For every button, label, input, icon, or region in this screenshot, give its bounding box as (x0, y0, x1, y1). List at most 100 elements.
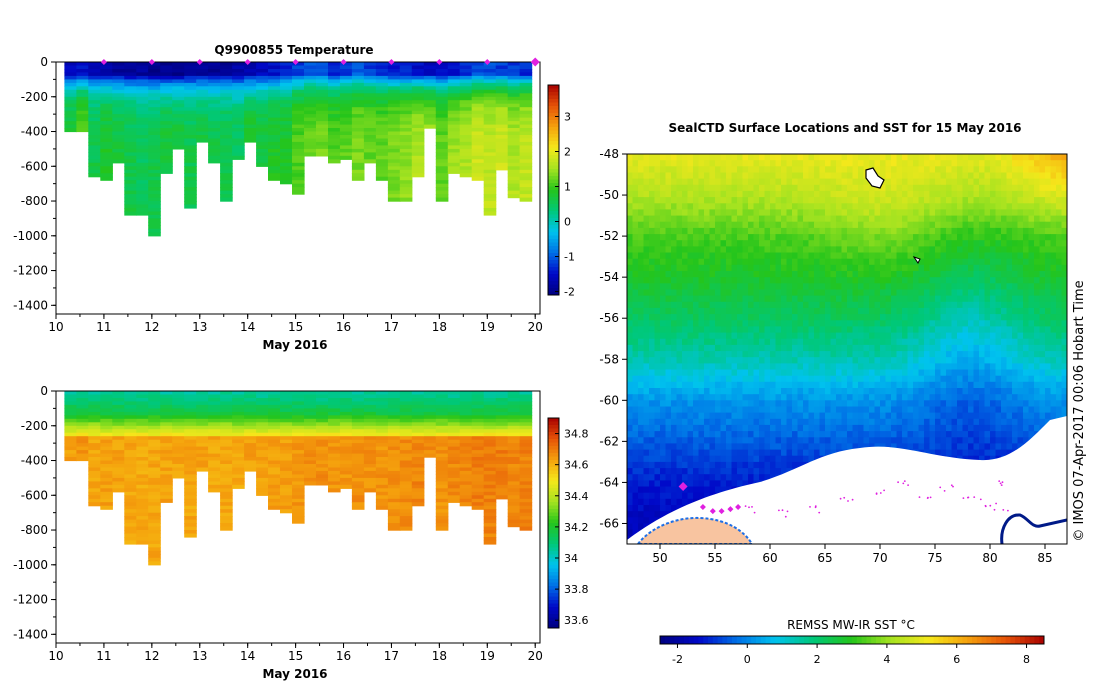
sst-cell (858, 172, 864, 180)
section-cell (411, 408, 425, 413)
sst-cell (979, 166, 985, 173)
section-cell (387, 401, 401, 406)
sst-cell (781, 221, 787, 229)
sst-cell (748, 203, 754, 210)
section-cell (471, 488, 485, 493)
sst-cell (748, 184, 754, 192)
section-cell (256, 103, 269, 108)
sst-cell (1045, 240, 1051, 247)
section-cell (304, 415, 317, 420)
section-cell (220, 103, 233, 108)
sst-cell (775, 166, 782, 173)
section-cell (136, 152, 149, 157)
sst-cell (913, 283, 919, 290)
sst-cell (885, 190, 892, 198)
sst-cell (1001, 301, 1007, 309)
sst-cell (1034, 234, 1040, 241)
section-cell (196, 464, 209, 469)
section-cell (471, 446, 485, 451)
section-cell (208, 467, 221, 472)
sst-cell (1017, 234, 1024, 241)
section-cell (136, 121, 149, 126)
section-cell (244, 93, 257, 98)
sst-cell (1061, 160, 1067, 167)
sst-cell (1023, 307, 1029, 315)
section-cell (363, 432, 377, 437)
section-cell (399, 72, 413, 77)
section-cell (375, 401, 389, 406)
sst-cell (687, 166, 694, 173)
section-cell (471, 502, 485, 507)
sst-cell (792, 289, 798, 297)
section-cell (387, 391, 401, 396)
sst-cell (995, 234, 1002, 241)
section-cell (88, 152, 101, 157)
sst-cell (676, 178, 683, 186)
section-cell (375, 69, 389, 74)
sst-cell (1001, 190, 1007, 198)
sst-cell (935, 197, 941, 204)
section-cell (471, 422, 485, 427)
section-cell (411, 391, 425, 396)
section-cell (435, 450, 449, 455)
section-cell (292, 82, 305, 87)
sst-cell (797, 252, 804, 260)
section-cell (100, 152, 113, 157)
section-cell (435, 190, 449, 195)
sst-cell (726, 258, 732, 266)
x-tick-label: 15 (288, 649, 303, 663)
section-cell (280, 401, 293, 406)
section-cell (399, 79, 413, 84)
section-cell (76, 124, 89, 129)
sst-cell (946, 301, 952, 309)
sst-cell (863, 295, 870, 303)
sst-cell (638, 277, 644, 284)
section-cell (268, 491, 281, 496)
section-cell (387, 155, 401, 160)
section-cell (471, 89, 485, 94)
sst-cell (649, 277, 655, 284)
section-cell (112, 96, 125, 101)
sst-cell (649, 184, 655, 192)
sst-cell (935, 166, 941, 173)
section-cell (256, 79, 269, 84)
sst-cell (874, 307, 881, 315)
sst-cell (627, 154, 633, 161)
section-cell (435, 79, 449, 84)
section-cell (256, 107, 269, 112)
sst-cell (770, 190, 776, 198)
section-cell (339, 75, 353, 80)
sst-cell (627, 209, 633, 217)
sst-cell (1028, 190, 1035, 198)
sst-cell (940, 264, 947, 272)
section-cell (316, 69, 329, 74)
sst-cell (770, 154, 776, 161)
section-cell (339, 415, 353, 420)
section-cell (495, 394, 509, 399)
section-cell (387, 422, 401, 427)
sst-cell (830, 221, 837, 229)
sst-cell (748, 154, 754, 161)
section-cell (100, 404, 113, 409)
sst-cell (781, 172, 787, 180)
section-cell (483, 450, 497, 455)
section-cell (184, 82, 197, 87)
section-cell (124, 401, 137, 406)
sst-cell (632, 289, 639, 297)
section-cell (208, 62, 221, 67)
sst-cell (632, 160, 639, 167)
section-cell (112, 138, 125, 143)
section-cell (387, 425, 401, 430)
section-cell (435, 96, 449, 101)
section-cell (399, 145, 413, 150)
section-cell (387, 523, 401, 528)
section-cell (124, 187, 137, 192)
section-cell (160, 495, 173, 500)
section-cell (459, 93, 473, 98)
section-cell (447, 159, 461, 164)
section-cell (519, 443, 533, 448)
sst-cell (698, 190, 705, 198)
sst-cell (742, 264, 749, 272)
sst-cell (918, 209, 925, 217)
section-cell (148, 401, 161, 406)
